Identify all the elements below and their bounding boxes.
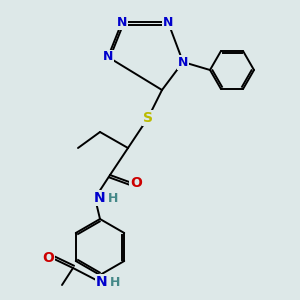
Text: N: N (103, 50, 113, 64)
Text: N: N (117, 16, 127, 28)
Text: O: O (130, 176, 142, 190)
Text: N: N (178, 56, 188, 68)
Text: N: N (96, 275, 108, 289)
Text: H: H (108, 191, 118, 205)
Text: O: O (42, 251, 54, 265)
Text: N: N (163, 16, 173, 28)
Text: N: N (94, 191, 106, 205)
Text: H: H (110, 275, 120, 289)
Text: S: S (143, 111, 153, 125)
